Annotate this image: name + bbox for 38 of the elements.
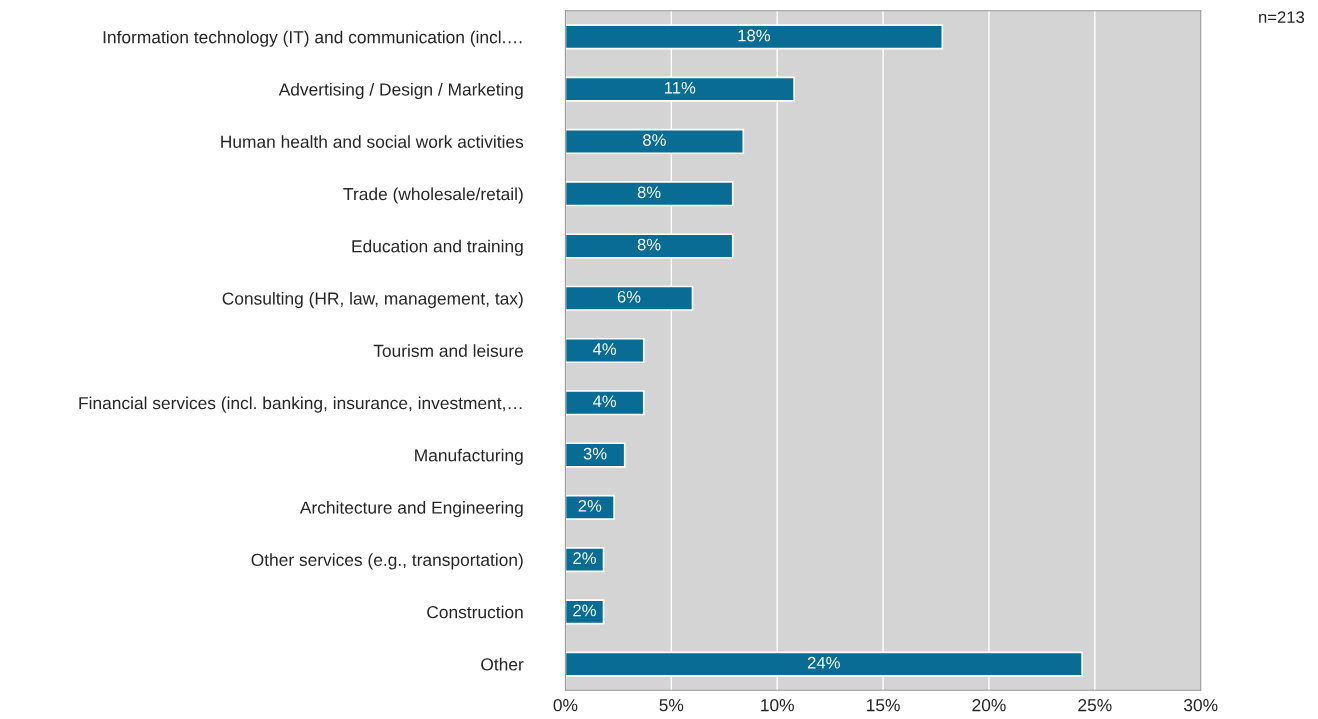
y-tick-label: Education and training (352, 239, 523, 256)
x-tick-label: 20% (972, 699, 1006, 712)
y-tick-label: Architecture and Engineering (299, 501, 523, 518)
x-tick-label: 15% (867, 699, 900, 712)
y-tick-label: Advertising / Design / Marketing (278, 82, 523, 100)
y-tick-label: Other (481, 657, 524, 671)
data-label: 4% (592, 395, 617, 408)
data-label: 11% (664, 81, 696, 94)
y-tick-label: Trade (wholesale/retail) (343, 187, 523, 204)
data-label: 4% (592, 343, 617, 355)
y-tick-label: Financial services (incl. banking, insurance, investment,… (79, 396, 522, 413)
y-tick-label: Other services (e.g., transportation) (251, 553, 523, 570)
y-tick-label: Consulting (HR, law, management, tax) (222, 291, 523, 309)
y-tick-label: Human health and social work activities (221, 135, 524, 148)
data-label: 8% (643, 134, 666, 146)
x-tick-label: 25% (1078, 699, 1112, 712)
y-tick-label: Information technology (IT) and communication (incl.… (103, 30, 522, 47)
data-label: 2% (573, 604, 596, 617)
data-label: 2% (578, 499, 602, 512)
bar (565, 390, 645, 416)
data-label: 24% (807, 656, 840, 669)
data-label: 8% (637, 186, 661, 199)
x-tick-label: 5% (659, 699, 684, 712)
y-tick-label: Manufacturing (415, 448, 523, 465)
bar (565, 494, 615, 520)
data-label: 8% (637, 238, 661, 251)
y-tick-label: Construction (427, 605, 523, 619)
x-tick-label: 0% (553, 699, 578, 712)
data-label: 2% (573, 552, 596, 564)
data-label: 3% (583, 447, 607, 460)
text: n=213 (1259, 11, 1305, 24)
x-tick-label: 10% (761, 699, 794, 712)
x-tick-label: 30% (1183, 699, 1218, 712)
bar (565, 337, 645, 364)
bar (565, 442, 626, 468)
data-label: 18% (738, 29, 770, 42)
data-label: 6% (617, 290, 641, 303)
y-tick-label: Tourism and leisure (373, 344, 523, 357)
